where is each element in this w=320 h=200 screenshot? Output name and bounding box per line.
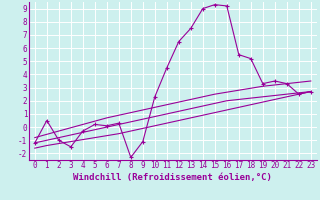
X-axis label: Windchill (Refroidissement éolien,°C): Windchill (Refroidissement éolien,°C) (73, 173, 272, 182)
